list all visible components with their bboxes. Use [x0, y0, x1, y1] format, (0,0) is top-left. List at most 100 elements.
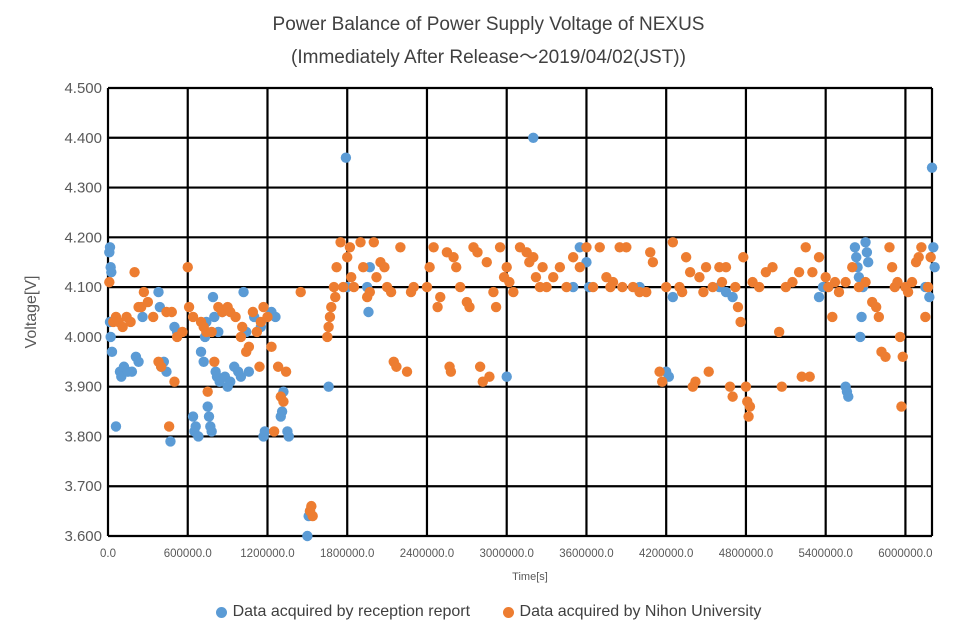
point-nihon-university	[787, 276, 798, 288]
point-nihon-university	[913, 252, 924, 263]
point-reception-report	[302, 530, 313, 542]
point-nihon-university	[738, 252, 749, 263]
point-nihon-university	[230, 311, 241, 323]
point-nihon-university	[331, 262, 342, 273]
point-nihon-university	[800, 242, 811, 253]
point-nihon-university	[886, 262, 898, 273]
point-nihon-university	[906, 276, 918, 288]
point-nihon-university	[548, 271, 559, 283]
point-reception-report	[207, 291, 219, 303]
point-nihon-university	[428, 242, 439, 253]
point-nihon-university	[827, 311, 838, 323]
point-nihon-university	[707, 281, 718, 293]
point-reception-report	[727, 291, 738, 303]
point-nihon-university	[892, 276, 903, 288]
point-nihon-university	[464, 301, 475, 313]
point-nihon-university	[754, 281, 765, 293]
point-nihon-university	[243, 341, 255, 353]
point-nihon-university	[504, 276, 515, 288]
point-reception-report	[863, 257, 874, 268]
point-nihon-university	[690, 376, 701, 387]
point-nihon-university	[567, 252, 579, 263]
point-nihon-university	[142, 296, 154, 308]
point-nihon-university	[432, 301, 443, 313]
chart-legend: Data acquired by reception report Data a…	[0, 603, 977, 623]
point-reception-report	[225, 376, 236, 387]
point-reception-report	[924, 291, 935, 303]
point-nihon-university	[537, 262, 548, 273]
point-nihon-university	[395, 242, 406, 253]
point-nihon-university	[472, 247, 483, 258]
point-nihon-university	[730, 281, 741, 293]
point-reception-report	[193, 431, 204, 442]
point-nihon-university	[209, 356, 220, 367]
point-nihon-university	[744, 401, 756, 412]
y-tick-label: 4.500	[64, 80, 102, 97]
point-nihon-university	[138, 286, 150, 298]
point-reception-report	[929, 262, 940, 273]
point-nihon-university	[258, 301, 269, 313]
point-nihon-university	[182, 262, 193, 273]
y-tick-label: 4.400	[64, 130, 102, 147]
point-reception-report	[202, 401, 213, 412]
point-nihon-university	[735, 316, 746, 328]
point-reception-report	[126, 366, 138, 377]
point-nihon-university	[925, 252, 936, 263]
point-reception-report	[861, 247, 873, 258]
point-reception-report	[270, 311, 281, 323]
point-nihon-university	[117, 321, 128, 333]
x-tick-label: 600000.0	[164, 548, 212, 560]
point-nihon-university	[237, 321, 248, 333]
point-nihon-university	[371, 271, 382, 283]
x-tick-label: 5400000.0	[798, 548, 852, 560]
point-reception-report	[110, 421, 122, 432]
chart-title-line-1: Power Balance of Power Supply Voltage of…	[272, 14, 705, 35]
point-nihon-university	[295, 286, 306, 298]
y-tick-label: 4.300	[64, 180, 102, 197]
point-reception-report	[323, 381, 334, 392]
point-nihon-university	[660, 281, 672, 293]
point-nihon-university	[125, 316, 136, 328]
point-nihon-university	[163, 421, 175, 432]
point-reception-report	[283, 431, 294, 442]
point-nihon-university	[732, 301, 744, 313]
point-nihon-university	[202, 386, 213, 397]
point-nihon-university	[451, 262, 462, 273]
point-reception-report	[667, 291, 679, 303]
y-tick-label: 3.700	[64, 478, 102, 495]
point-nihon-university	[342, 252, 353, 263]
point-reception-report	[843, 391, 854, 402]
point-nihon-university	[280, 366, 292, 377]
point-nihon-university	[357, 262, 369, 273]
point-reception-report	[528, 132, 539, 143]
point-nihon-university	[897, 351, 908, 362]
x-tick-label: 4200000.0	[639, 548, 693, 560]
point-reception-report	[849, 242, 861, 253]
point-nihon-university	[581, 242, 592, 253]
y-tick-label: 3.600	[64, 528, 102, 545]
legend-label-nihon-university: Data acquired by Nihon University	[519, 603, 762, 620]
point-nihon-university	[773, 326, 785, 338]
point-nihon-university	[667, 237, 679, 248]
point-nihon-university	[391, 361, 402, 372]
point-reception-report	[203, 411, 215, 422]
legend-item-reception-report: Data acquired by reception report	[215, 603, 470, 621]
point-reception-report	[259, 426, 271, 437]
point-nihon-university	[896, 401, 907, 412]
point-nihon-university	[488, 286, 499, 298]
point-nihon-university	[847, 262, 858, 273]
y-tick-label: 3.800	[64, 428, 102, 445]
point-nihon-university	[922, 281, 934, 293]
point-nihon-university	[169, 376, 180, 387]
point-nihon-university	[743, 411, 754, 422]
point-nihon-university	[338, 281, 349, 293]
point-nihon-university	[645, 247, 656, 258]
point-reception-report	[190, 421, 201, 432]
point-nihon-university	[676, 286, 688, 298]
point-nihon-university	[829, 276, 841, 288]
point-reception-report	[238, 286, 249, 298]
point-reception-report	[195, 346, 207, 358]
x-tick-label: 1800000.0	[320, 548, 374, 560]
y-tick-label: 4.000	[64, 329, 102, 346]
point-reception-report	[928, 242, 939, 253]
